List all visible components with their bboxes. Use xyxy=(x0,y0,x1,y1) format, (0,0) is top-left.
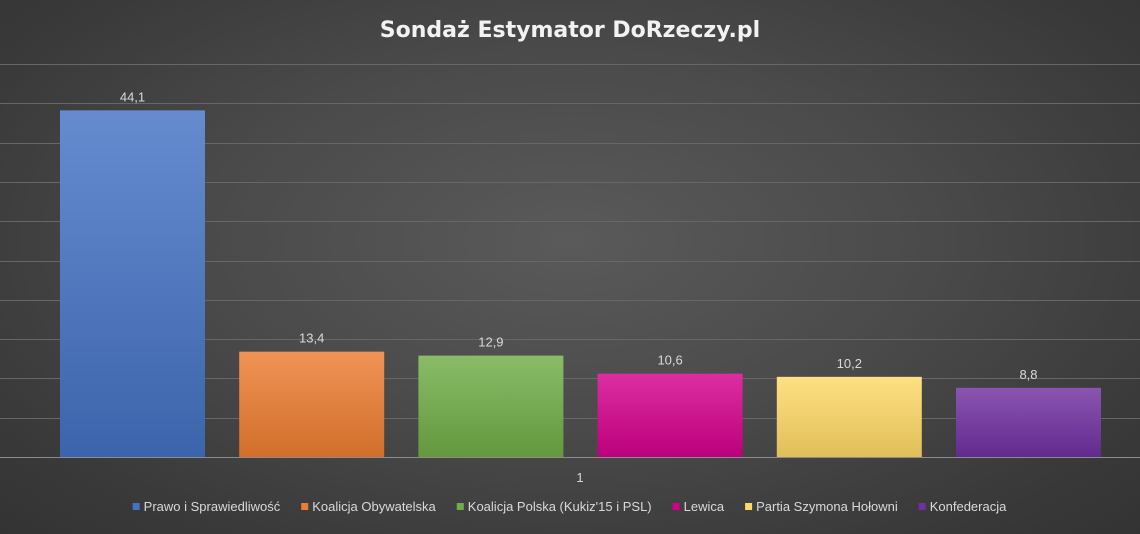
data-label: 10,6 xyxy=(657,353,682,368)
legend-label: Prawo i Sprawiedliwość xyxy=(144,499,281,514)
legend-item: Konfederacja xyxy=(918,499,1007,514)
legend-item: Lewica xyxy=(672,499,725,514)
chart-title: Sondaż Estymator DoRzeczy.pl xyxy=(380,18,760,43)
bar xyxy=(60,110,205,458)
legend-swatch xyxy=(301,503,309,510)
legend: Prawo i Sprawiedliwość Koalicja Obywatels… xyxy=(132,499,1007,514)
bar xyxy=(418,355,564,457)
legend-item: Partia Szymona Hołowni xyxy=(745,499,898,514)
legend-swatch xyxy=(132,503,140,510)
bar xyxy=(239,351,385,457)
bar xyxy=(956,387,1101,457)
legend-label: Partia Szymona Hołowni xyxy=(756,499,898,514)
legend-label: Konfederacja xyxy=(930,499,1007,514)
legend-label: Koalicja Obywatelska xyxy=(312,499,436,514)
legend-swatch xyxy=(918,503,926,510)
data-label: 13,4 xyxy=(299,331,324,346)
x-tick-label: 1 xyxy=(576,470,583,485)
legend-swatch xyxy=(456,503,464,510)
data-label: 12,9 xyxy=(478,335,503,350)
legend-swatch xyxy=(745,503,753,510)
legend-label: Koalicja Polska (Kukiz'15 i PSL) xyxy=(468,499,652,514)
data-labels: 44,1 13,4 12,9 10,6 10,2 8,8 xyxy=(120,89,1038,381)
legend-item: Prawo i Sprawiedliwość xyxy=(132,499,281,514)
category-labels: 1 xyxy=(576,470,583,485)
data-label: 44,1 xyxy=(120,89,145,104)
legend-item: Koalicja Polska (Kukiz'15 i PSL) xyxy=(456,499,652,514)
bar xyxy=(776,376,922,457)
bars xyxy=(60,110,1101,458)
data-label: 10,2 xyxy=(837,356,862,371)
data-label: 8,8 xyxy=(1019,367,1037,382)
legend-label: Lewica xyxy=(684,499,725,514)
bar xyxy=(597,373,743,457)
legend-item: Koalicja Obywatelska xyxy=(301,499,437,514)
legend-swatch xyxy=(672,503,680,510)
